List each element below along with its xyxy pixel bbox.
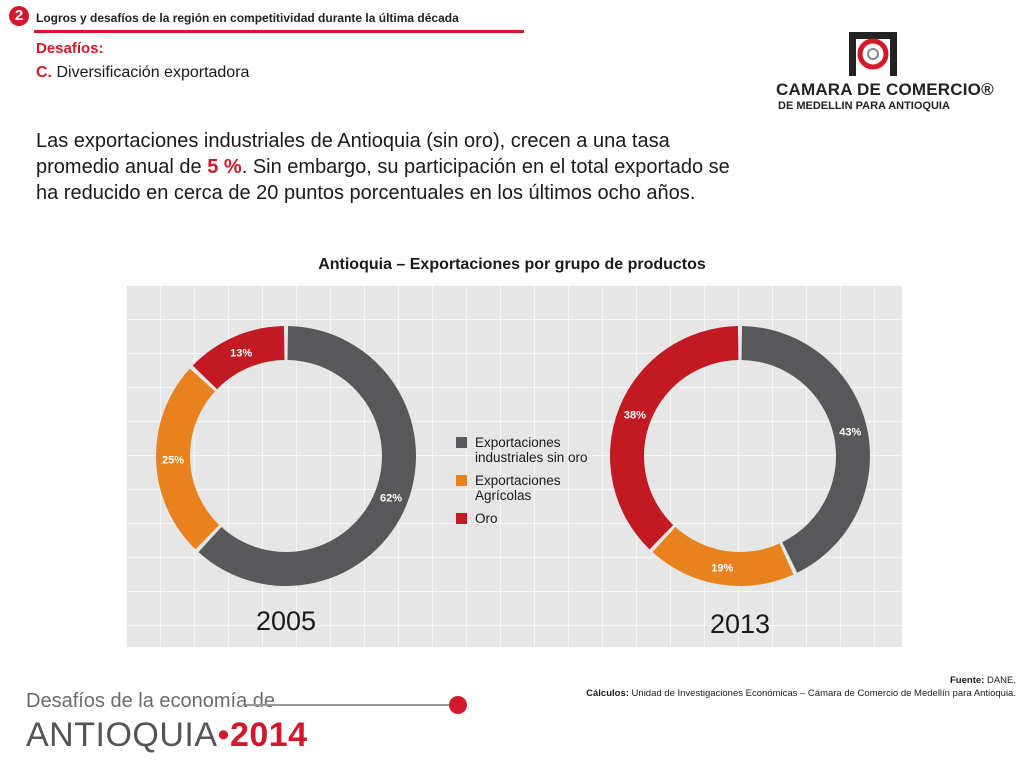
footer-region: ANTIOQUIA•2014: [26, 716, 308, 755]
donut-2013: 43% 19% 38%: [610, 326, 871, 586]
slice-label-2013-exportaciones-industriales-sin-oro: 43%: [839, 426, 861, 438]
chart-legend: Exportaciones industriales sin oro Exporta…: [456, 435, 588, 526]
slice-label-2005-oro: 13%: [230, 347, 252, 359]
logo-text-line1: CAMARA DE COMERCIO®: [776, 80, 994, 99]
source-fuente-label: Fuente:: [950, 675, 985, 686]
section-label: Desafíos:: [36, 40, 104, 57]
slice-2005-exportaciones-agricolas: [155, 368, 220, 550]
source-calculos-text: Unidad de Investigaciones Económicas – C…: [628, 688, 1016, 699]
slice-2013-exportaciones-agricolas: [652, 527, 794, 586]
year-label-2005: 2005: [256, 606, 316, 636]
paragraph-highlight: 5 %: [207, 156, 242, 178]
legend-swatch-oro: [456, 513, 467, 524]
slice-label-2013-oro: 38%: [624, 409, 646, 421]
footer-bullet: •: [217, 716, 230, 754]
footer-dot: [449, 696, 467, 714]
subsection-text: Diversificación exportadora: [56, 64, 250, 81]
year-label-2013: 2013: [710, 609, 770, 639]
logo-text-line2: DE MEDELLIN PARA ANTIOQUIA: [778, 100, 950, 112]
subsection-title: C. Diversificación exportadora: [36, 64, 249, 82]
donut-charts: 62% 25% 13% 43% 19% 38% Exportaciones industr…: [126, 285, 902, 647]
footer-year: 2014: [229, 716, 308, 754]
chart-container: 62% 25% 13% 43% 19% 38% Exportaciones industr…: [126, 285, 902, 647]
source-calculos-label: Cálculos:: [586, 688, 629, 699]
legend-label-oro: Oro: [475, 511, 498, 526]
slice-2013-exportaciones-industriales-sin-oro: [741, 326, 871, 573]
source-calculos: Cálculos: Unidad de Investigaciones Econ…: [586, 687, 1016, 700]
donut-2005: 62% 25% 13%: [155, 326, 416, 586]
chamber-logo: CAMARA DE COMERCIO® DE MEDELLIN PARA ANT…: [776, 28, 996, 118]
slice-2005-exportaciones-industriales-sin-oro: [198, 326, 416, 586]
source-fuente: Fuente: DANE.: [586, 674, 1016, 687]
chamber-logo-mark-icon: [849, 32, 897, 76]
slice-label-2005-exportaciones-agricolas: 25%: [162, 455, 184, 467]
paragraph-part1: Las exportaciones industriales de Antioq…: [36, 130, 670, 178]
footer-title: Desafíos de la economía de: [26, 690, 276, 712]
slice-2005-oro: [192, 326, 285, 390]
source-note: Fuente: DANE. Cálculos: Unidad de Invest…: [586, 674, 1016, 700]
slice-label-2013-exportaciones-agricolas: 19%: [711, 563, 733, 575]
source-fuente-text: DANE.: [984, 675, 1016, 686]
subsection-letter: C.: [36, 64, 52, 81]
section-number-badge: 2: [9, 6, 29, 26]
header-title: Logros y desafíos de la región en compet…: [36, 11, 459, 25]
legend-swatch-exportaciones-industriales-sin-oro: [456, 437, 467, 448]
footer-rule: [246, 704, 456, 706]
slice-label-2005-exportaciones-industriales-sin-oro: 62%: [380, 493, 402, 505]
slice-2013-oro: [610, 326, 739, 550]
body-paragraph: Las exportaciones industriales de Antioq…: [36, 128, 756, 206]
header-underline: [34, 30, 524, 33]
paragraph-part2: . Sin embargo, su participación en el to…: [36, 156, 730, 204]
legend-label-exportaciones-industriales-sin-oro: Exportaciones industriales sin oro: [475, 435, 588, 465]
footer-region-name: ANTIOQUIA: [26, 716, 218, 754]
legend-label-exportaciones-agricolas: Exportaciones Agrícolas: [475, 473, 561, 503]
chart-title: Antioquia – Exportaciones por grupo de p…: [318, 256, 706, 273]
legend-swatch-exportaciones-agricolas: [456, 475, 467, 486]
